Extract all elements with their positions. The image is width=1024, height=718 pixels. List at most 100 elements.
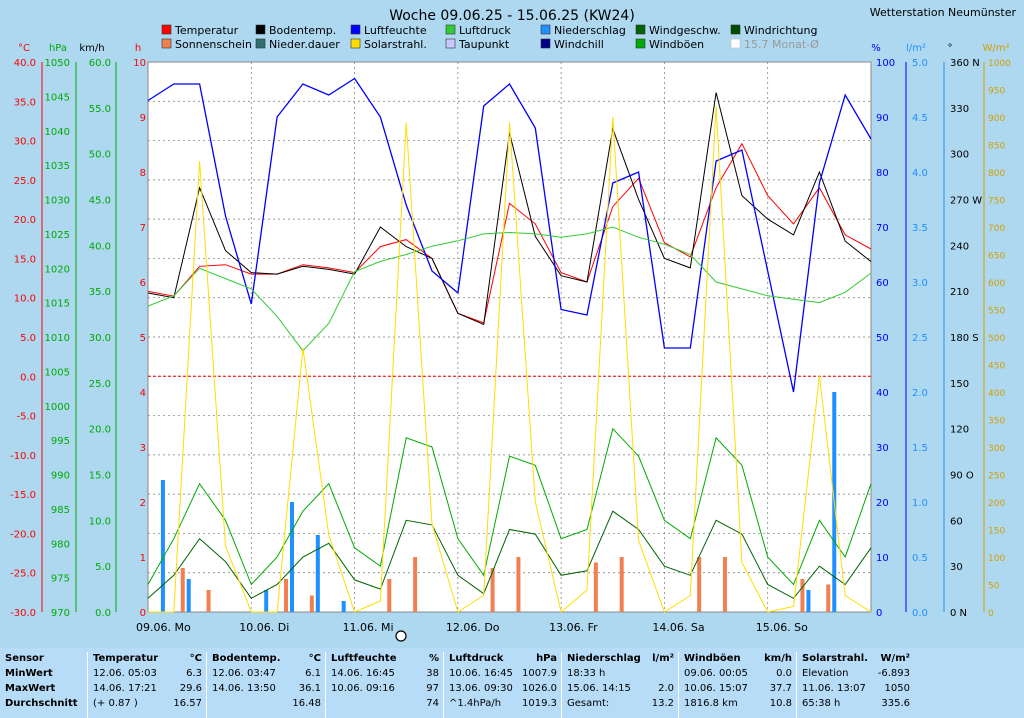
- stats-column: Luftdruck hPa 10.06. 16:45 1007.9 13.06. 09:…: [443, 652, 561, 718]
- tick-label: 990: [51, 471, 70, 482]
- stats-cell: 09.06. 00:05 0.0: [684, 668, 792, 679]
- tick-label: 2.5: [912, 333, 928, 344]
- bar-sunshine: [800, 579, 805, 612]
- legend-label: Taupunkt: [458, 38, 510, 51]
- stats-cell: 1816.8 km 10.8: [684, 698, 792, 709]
- bar-sunshine: [284, 579, 289, 612]
- tick-label: 550: [988, 307, 1005, 317]
- bar-sunshine: [593, 562, 598, 612]
- legend-label: Temperatur: [174, 24, 239, 37]
- bar-sunshine: [387, 579, 392, 612]
- stats-cell: 13.06. 09:30 1026.0: [449, 683, 557, 694]
- legend-swatch: [161, 24, 172, 35]
- tick-label: 2: [140, 498, 146, 509]
- tick-labels: 40.035.030.025.020.015.010.05.00.0-5.0-1…: [10, 58, 1011, 619]
- tick-label: 4: [140, 388, 146, 399]
- stats-cell: 16.48: [292, 698, 321, 709]
- legend-label: Solarstrahl.: [364, 38, 427, 51]
- stats-cell: Luftdruck hPa: [449, 653, 557, 664]
- tick-label: 40: [876, 388, 889, 399]
- axis-unit-label: °C: [18, 43, 30, 54]
- stats-column: Solarstrahl. W/m² Elevation -6.893 11.06. 13…: [796, 652, 914, 718]
- legend-swatch: [161, 38, 172, 49]
- legend-swatch: [255, 24, 266, 35]
- legend-label: Nieder.dauer: [269, 38, 340, 51]
- stats-row-label: MaxWert: [5, 683, 56, 694]
- tick-label: 90 O: [950, 471, 974, 482]
- day-label: 11.06. Mi: [343, 621, 394, 634]
- legend-label: 15.7 Monat-Ø: [744, 38, 819, 51]
- tick-label: 500: [988, 334, 1005, 344]
- tick-label: 30: [950, 562, 963, 573]
- stats-cell: Windböen km/h: [684, 653, 792, 664]
- tick-label: 2.0: [912, 388, 928, 399]
- tick-label: 1: [140, 553, 146, 564]
- bar-precipitation: [806, 590, 811, 612]
- stats-row-label: Durchschnitt: [5, 698, 78, 709]
- stats-cell: 10.06. 09:16 97: [331, 683, 439, 694]
- axis-unit-label: km/h: [79, 43, 104, 54]
- tick-label: 10.0: [14, 294, 36, 305]
- tick-label: 50: [876, 333, 889, 344]
- bar-precipitation: [186, 579, 191, 612]
- stats-cell: 15.06. 14:15 2.0: [567, 683, 674, 694]
- tick-label: 980: [51, 539, 70, 550]
- tick-label: 0: [140, 608, 146, 619]
- tick-label: 0 N: [950, 608, 967, 619]
- series-line-luftdruck: [147, 226, 872, 352]
- day-label: 10.06. Di: [239, 621, 289, 634]
- stats-cell: Temperatur °C: [93, 653, 202, 664]
- tick-label: 10: [133, 58, 146, 69]
- tick-label: 120: [950, 425, 969, 436]
- legend-swatch: [730, 38, 741, 49]
- series-line-bodentemp: [147, 92, 872, 326]
- bar-sunshine: [180, 568, 185, 612]
- tick-label: 975: [51, 574, 70, 585]
- tick-label: -25.0: [10, 569, 36, 580]
- day-label: 12.06. Do: [446, 621, 500, 634]
- tick-label: 4.0: [912, 168, 928, 179]
- axis-unit-label: l/m²: [906, 43, 926, 54]
- legend-swatch: [445, 24, 456, 35]
- tick-label: 240: [950, 241, 969, 252]
- axis-unit-label: h: [135, 43, 141, 54]
- stats-cell: Bodentemp. °C: [212, 653, 321, 664]
- bar-sunshine: [516, 557, 521, 612]
- tick-label: 40.0: [14, 58, 36, 69]
- tick-label: -30.0: [10, 608, 36, 619]
- legend-label: Windrichtung: [744, 24, 817, 37]
- stats-row-label: MinWert: [5, 668, 53, 679]
- tick-label: 300: [988, 444, 1005, 454]
- stats-cell: 18:33 h: [567, 668, 606, 679]
- chart-title: Woche 09.06.25 - 15.06.25 (KW24): [389, 8, 635, 24]
- tick-label: 1030: [45, 196, 70, 207]
- legend-label: Luftdruck: [459, 24, 511, 37]
- tick-label: 995: [51, 436, 70, 447]
- tick-label: 6: [140, 278, 146, 289]
- tick-label: 0.5: [912, 553, 928, 564]
- tick-label: 1000: [45, 402, 70, 413]
- bar-sunshine: [697, 557, 702, 612]
- tick-label: 150: [950, 379, 969, 390]
- tick-label: 30.0: [14, 137, 36, 148]
- legend-swatch: [445, 38, 456, 49]
- legend-label: Luftfeuchte: [364, 24, 427, 37]
- tick-label: 450: [988, 362, 1005, 372]
- stats-column: Niederschlag l/m² 18:33 h 15.06. 14:15 2.0 Ge…: [561, 652, 678, 718]
- tick-label: 350: [988, 417, 1005, 427]
- tick-label: 1005: [45, 367, 70, 378]
- axis-unit-label: W/m²: [982, 43, 1009, 54]
- tick-label: 3: [140, 443, 146, 454]
- tick-label: 3.5: [912, 223, 928, 234]
- tick-label: 1000: [988, 59, 1011, 69]
- tick-label: 750: [988, 197, 1005, 207]
- tick-label: 0.0: [912, 608, 928, 619]
- tick-label: 60: [950, 516, 963, 527]
- grid: [148, 62, 871, 612]
- tick-label: 35.0: [14, 97, 36, 108]
- tick-label: 600: [988, 279, 1005, 289]
- bar-precipitation: [160, 480, 165, 612]
- stats-cell: Gesamt: 13.2: [567, 698, 674, 709]
- tick-label: -20.0: [10, 529, 36, 540]
- bar-precipitation: [264, 590, 269, 612]
